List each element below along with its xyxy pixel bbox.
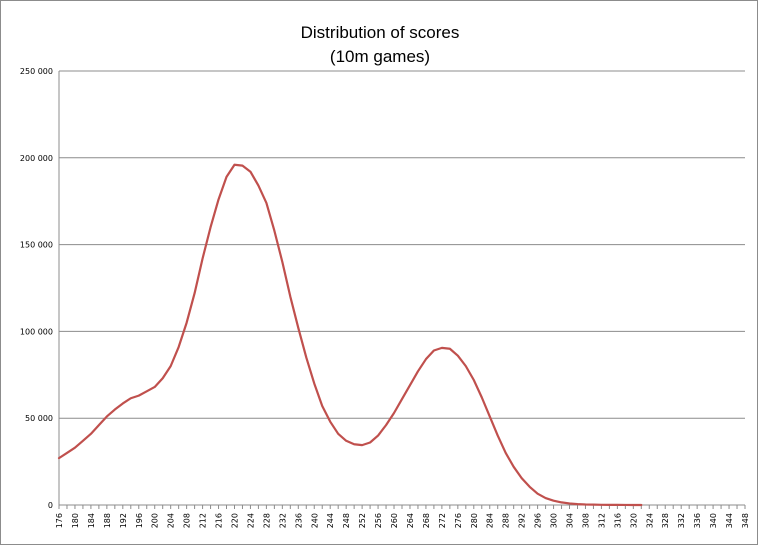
- x-tick-label: 216: [215, 513, 224, 528]
- x-tick-label: 336: [693, 513, 702, 528]
- x-tick-label: 272: [438, 513, 447, 528]
- gridlines: [59, 70, 745, 419]
- x-tick-label: 264: [406, 513, 415, 528]
- x-tick-label: 200: [151, 513, 160, 528]
- y-tick-label: 50 000: [25, 414, 53, 423]
- x-tick-label: 324: [645, 513, 654, 528]
- y-tick-label: 100 000: [20, 327, 53, 336]
- x-tick-label: 232: [278, 513, 287, 528]
- x-tick-label: 312: [597, 513, 606, 528]
- x-tick-label: 212: [199, 513, 208, 528]
- y-tick-label: 0: [48, 501, 53, 510]
- x-tick-label: 196: [135, 513, 144, 528]
- x-tick-label: 208: [183, 513, 192, 528]
- x-tick-label: 320: [629, 513, 638, 528]
- x-tick-label: 248: [342, 513, 351, 528]
- x-axis-ticks: 176 180 184 188 192 196 200 204 208 212 216 220 224 2…: [55, 513, 750, 528]
- x-tick-label: 236: [294, 513, 303, 528]
- x-tick-label: 228: [262, 513, 271, 528]
- x-tick-label: 252: [358, 513, 367, 528]
- x-tick-label: 292: [518, 513, 527, 528]
- x-tick-label: 296: [534, 513, 543, 528]
- chart-title: Distribution of scores: [301, 23, 460, 42]
- x-tick-label: 348: [741, 513, 750, 528]
- x-tick-label: 184: [87, 513, 96, 528]
- x-tick-label: 204: [167, 513, 176, 528]
- x-tick-label: 240: [310, 513, 319, 528]
- x-tick-label: 224: [246, 513, 255, 528]
- x-tick-label: 180: [71, 513, 80, 528]
- x-tick-label: 268: [422, 513, 431, 528]
- series-layer: [57, 163, 643, 507]
- x-tick-label: 308: [581, 513, 590, 528]
- x-tick-label: 260: [390, 513, 399, 528]
- x-tick-label: 304: [566, 513, 575, 528]
- x-tick-label: 340: [709, 513, 718, 528]
- x-tick-label: 284: [486, 513, 495, 528]
- x-tick-label: 176: [55, 513, 64, 528]
- x-tick-label: 328: [661, 513, 670, 528]
- x-tick-label: 316: [613, 513, 622, 528]
- x-tick-label: 288: [502, 513, 511, 528]
- series-line: [57, 163, 643, 507]
- x-tick-label: 300: [550, 513, 559, 528]
- y-tick-label: 250 000: [20, 67, 53, 76]
- x-tick-label: 244: [326, 513, 335, 528]
- x-tick-label: 188: [103, 513, 112, 528]
- x-tick-label: 276: [454, 513, 463, 528]
- y-tick-label: 200 000: [20, 154, 53, 163]
- axes: [58, 71, 746, 509]
- y-tick-label: 150 000: [20, 241, 53, 250]
- x-tick-label: 344: [725, 513, 734, 528]
- x-tick-label: 332: [677, 513, 686, 528]
- x-tick-label: 192: [119, 513, 128, 528]
- x-tick-label: 220: [230, 513, 239, 528]
- chart-subtitle: (10m games): [330, 47, 430, 66]
- y-axis-ticks: 0 50 000 100 000 150 000 200 000 250 000: [20, 67, 53, 510]
- x-tick-label: 280: [470, 513, 479, 528]
- x-tick-label: 256: [374, 513, 383, 528]
